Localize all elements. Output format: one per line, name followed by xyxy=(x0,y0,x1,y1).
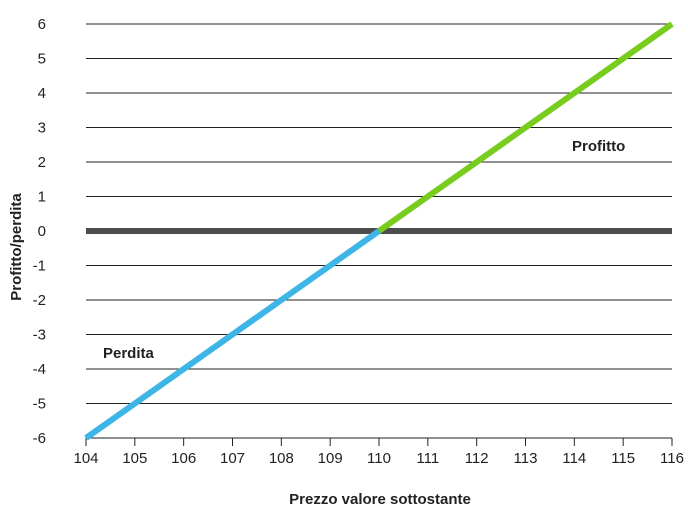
x-tick-marks xyxy=(85,438,673,446)
x-tick-label: 112 xyxy=(465,450,489,467)
y-tick-label: 3 xyxy=(38,120,46,137)
profitto-label: Profitto xyxy=(572,138,625,155)
series-line-profitto xyxy=(377,21,674,234)
y-tick-label: 4 xyxy=(38,85,46,102)
x-tick-label: 113 xyxy=(514,450,538,467)
series-annotations: Profitto Perdita xyxy=(103,138,625,362)
x-tick-label: 107 xyxy=(220,450,245,467)
x-tick-label: 105 xyxy=(122,450,147,467)
x-tick-label: 104 xyxy=(73,450,98,467)
y-tick-label: 1 xyxy=(38,189,46,206)
y-tick-label: 6 xyxy=(38,16,46,33)
y-axis-label: Profitto/perdita xyxy=(8,193,25,301)
x-tick-label: 116 xyxy=(660,450,684,467)
series-lines xyxy=(84,21,674,441)
y-tick-label: -3 xyxy=(33,327,46,344)
x-tick-label: 111 xyxy=(416,450,439,467)
x-tick-label: 115 xyxy=(611,450,635,467)
y-tick-label: -6 xyxy=(33,430,46,447)
x-tick-label: 109 xyxy=(318,450,343,467)
x-tick-labels: 104 105 106 107 108 109 110 111 112 113 114 115 116 xyxy=(73,450,683,467)
y-tick-label: 2 xyxy=(38,154,46,171)
y-tick-label: 5 xyxy=(38,51,46,68)
y-tick-label: 0 xyxy=(38,223,46,240)
x-tick-label: 114 xyxy=(562,450,586,467)
y-tick-label: -4 xyxy=(33,361,46,378)
y-tick-labels: 6 5 4 3 2 1 0 -1 -2 -3 -4 -5 -6 xyxy=(33,16,46,447)
series-line-perdita xyxy=(84,228,381,441)
y-tick-label: -5 xyxy=(33,396,46,413)
y-tick-label: -2 xyxy=(33,292,46,309)
x-tick-label: 106 xyxy=(171,450,196,467)
x-tick-label: 110 xyxy=(367,450,391,467)
y-tick-label: -1 xyxy=(33,258,46,275)
perdita-label: Perdita xyxy=(103,345,155,362)
x-axis-label: Prezzo valore sottostante xyxy=(289,491,471,508)
x-tick-label: 108 xyxy=(269,450,294,467)
